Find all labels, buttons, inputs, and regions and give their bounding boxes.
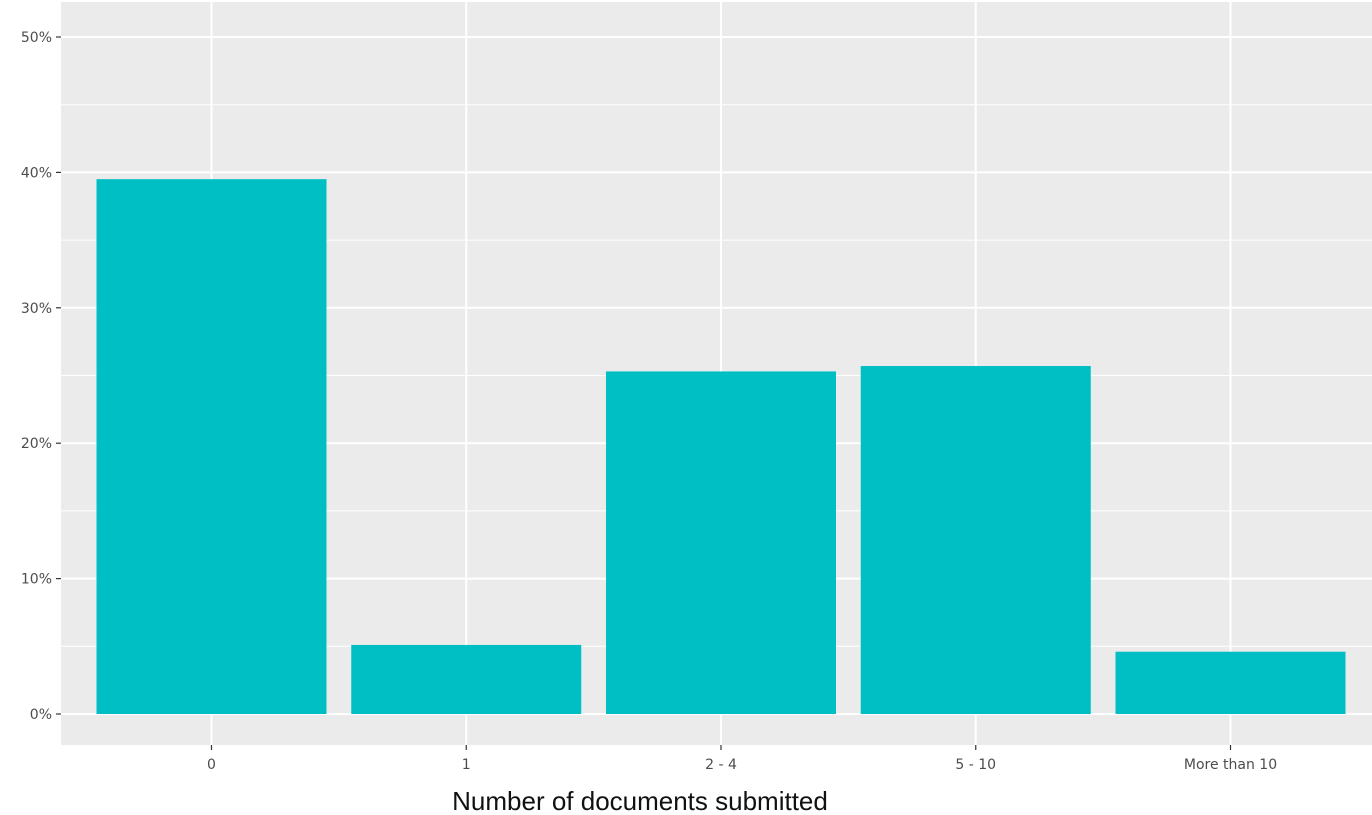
y-tick-label: 30%	[21, 301, 52, 317]
y-tick-label: 20%	[21, 436, 52, 452]
x-tick-label: 5 - 10	[955, 757, 996, 773]
bar-5-10	[860, 366, 1091, 714]
x-tick-label: 0	[207, 757, 216, 773]
bar-2-4	[606, 371, 836, 714]
y-tick-label: 0%	[30, 707, 52, 723]
x-axis-title: Number of documents submitted	[452, 786, 828, 815]
bars	[96, 179, 1346, 715]
x-tick-label: 2 - 4	[705, 757, 737, 773]
bar-1	[351, 644, 582, 714]
y-axis: 0% 10% 20% 30% 40% 50%	[21, 30, 61, 723]
y-tick-label: 50%	[21, 30, 52, 46]
x-tick-label: 1	[462, 757, 471, 773]
x-tick-label: More than 10	[1184, 757, 1277, 773]
bar-morethan10	[1115, 651, 1346, 714]
x-axis: 0 1 2 - 4 5 - 10 More than 10	[207, 745, 1277, 773]
bar-0	[96, 179, 327, 715]
y-tick-label: 10%	[21, 572, 52, 588]
y-tick-label: 40%	[21, 165, 52, 181]
